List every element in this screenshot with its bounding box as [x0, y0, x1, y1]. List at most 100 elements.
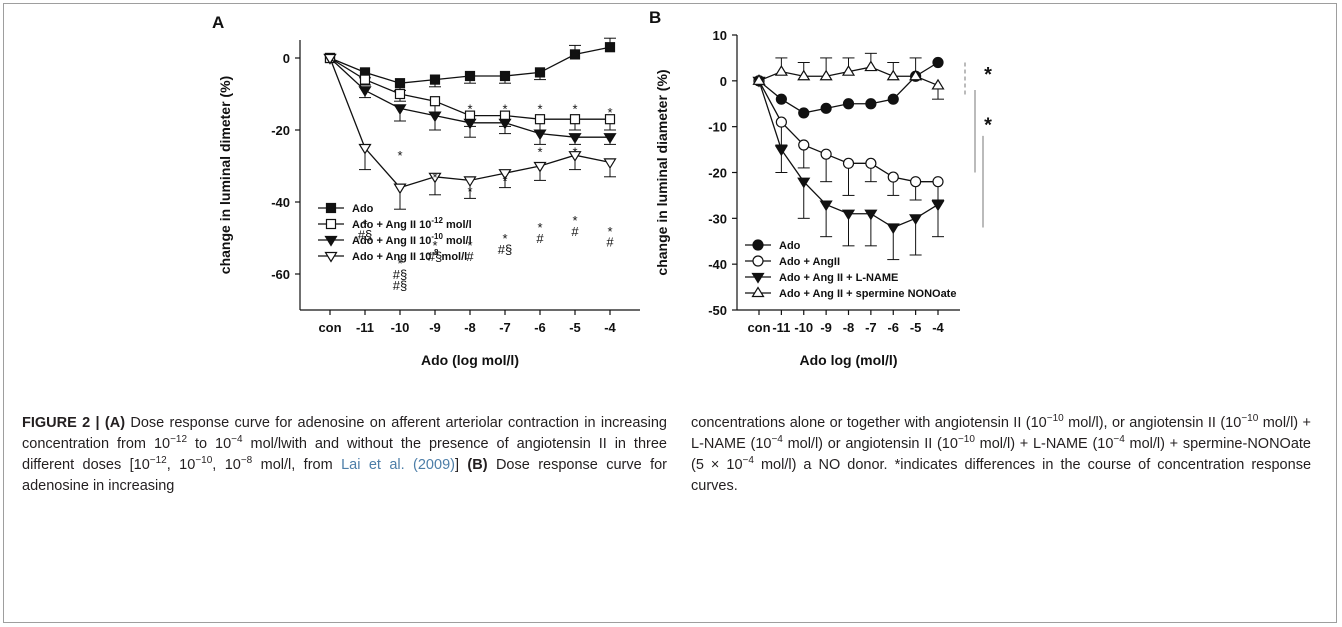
significance-mark: *: [432, 238, 437, 253]
x-axis-label: Ado (log mol/l): [421, 352, 519, 368]
data-point: [931, 200, 945, 212]
data-point: [886, 223, 900, 235]
caption-text: to 10: [187, 436, 232, 452]
data-point: [428, 111, 442, 123]
caption-sup: −4: [742, 455, 754, 467]
legend-marker: [752, 239, 764, 251]
x-tick-label: -8: [464, 320, 476, 335]
data-point: [798, 139, 810, 151]
data-point: [603, 158, 617, 170]
significance-mark: #§: [428, 249, 442, 264]
y-tick-label: -60: [271, 267, 290, 282]
significance-mark: #§: [393, 267, 407, 282]
series-3: [752, 76, 945, 261]
data-point: [323, 53, 337, 65]
significance-mark: *: [537, 101, 542, 116]
caption-text: Dose response curve for adenosine on aff…: [22, 415, 667, 452]
x-tick-label: -5: [569, 320, 581, 335]
legend-marker: [752, 255, 764, 267]
y-tick-label: 0: [283, 51, 290, 66]
data-point: [499, 70, 511, 82]
x-tick-label: -9: [429, 320, 441, 335]
legend-marker: [324, 251, 338, 263]
caption-figure-label: FIGURE 2 |: [22, 415, 105, 431]
data-point: [394, 88, 406, 100]
caption-text: mol/lwith and without the presence of an…: [22, 436, 667, 473]
data-point: [798, 107, 810, 119]
data-point: [498, 118, 512, 130]
significance-mark: *: [984, 64, 992, 86]
caption-sup: −8: [240, 455, 253, 467]
x-tick-label: -5: [910, 320, 922, 335]
x-tick-label: -7: [865, 320, 877, 335]
significance-mark: *: [397, 148, 402, 163]
caption-sup: −10: [1046, 413, 1064, 425]
panel-letter: A: [212, 13, 224, 32]
data-point: [358, 143, 372, 155]
caption-text: , 10: [166, 457, 196, 473]
data-point: [569, 114, 581, 125]
data-point: [774, 145, 788, 157]
caption-text: mol/l) + L-NAME (10: [691, 415, 1312, 452]
data-point: [463, 176, 477, 188]
y-tick-label: 10: [713, 28, 727, 43]
data-point: [533, 129, 547, 141]
x-tick-label: -10: [391, 320, 410, 335]
y-tick-label: -30: [708, 211, 727, 226]
panel-b: B 10 0 -10 -20 -30 -40 -50 con -11 -10 -9 -8 -7 -6 -5 -4…: [649, 8, 992, 368]
series-4: [752, 52, 945, 100]
significance-mark: *: [432, 170, 437, 185]
citation-link[interactable]: Lai et al. (2009): [341, 457, 455, 473]
legend-marker: [751, 272, 765, 284]
caption-sup: −12: [149, 455, 167, 467]
data-point: [394, 78, 406, 89]
significance-mark: *: [502, 101, 507, 116]
data-point: [393, 183, 407, 195]
x-tick-label: -10: [794, 320, 813, 335]
y-tick-label: -20: [271, 123, 290, 138]
data-point: [819, 200, 833, 212]
series-4: [323, 53, 617, 210]
legend-label: Ado: [779, 240, 801, 252]
y-tick-label: -20: [708, 166, 727, 181]
significance-mark: #§: [393, 278, 407, 293]
significance-mark: *: [397, 256, 402, 271]
significance-mark: *: [467, 101, 472, 116]
caption-sup: −4: [231, 434, 243, 446]
caption-text: , 10: [212, 457, 241, 473]
data-point: [932, 56, 944, 69]
caption-text: mol/l, from: [252, 457, 342, 473]
data-point: [358, 86, 372, 98]
data-point: [568, 133, 582, 144]
significance-mark: #§: [498, 242, 512, 257]
data-point: [932, 176, 944, 188]
x-tick-label: -11: [772, 320, 790, 335]
data-point: [820, 102, 832, 114]
data-point: [463, 118, 477, 130]
x-axis-label: Ado log (mol/l): [800, 352, 898, 368]
data-point: [886, 69, 900, 81]
caption-text: concentrations alone or together with an…: [691, 415, 1047, 431]
caption-text: ]: [454, 457, 468, 473]
panel-a: A 0 -20 -40 -60 con -11 -10 -9 -8 -7 -6 -5 -4 Ado (log…: [212, 13, 640, 368]
significance-mark: *: [572, 145, 577, 160]
legend-label: Ado: [352, 203, 374, 215]
caption-left: FIGURE 2 | (A) Dose response curve for a…: [22, 413, 667, 497]
significance-mark: #: [536, 231, 544, 246]
data-point: [909, 69, 923, 81]
significance-mark: *: [467, 184, 472, 199]
x-tick-label: con: [318, 320, 341, 335]
caption-text: mol/l) + spermine-NONOate (5 × 10: [691, 436, 1311, 473]
x-tick-label: -7: [499, 320, 511, 335]
data-point: [568, 151, 582, 162]
significance-mark: *: [607, 105, 612, 120]
caption-text: mol/l) or angiotensin II (10: [782, 436, 958, 452]
figure-frame: [3, 3, 1337, 623]
data-point: [429, 96, 441, 107]
legend-marker: [324, 235, 338, 247]
data-point: [887, 93, 899, 105]
data-point: [819, 69, 833, 81]
x-tick-label: -6: [534, 320, 546, 335]
